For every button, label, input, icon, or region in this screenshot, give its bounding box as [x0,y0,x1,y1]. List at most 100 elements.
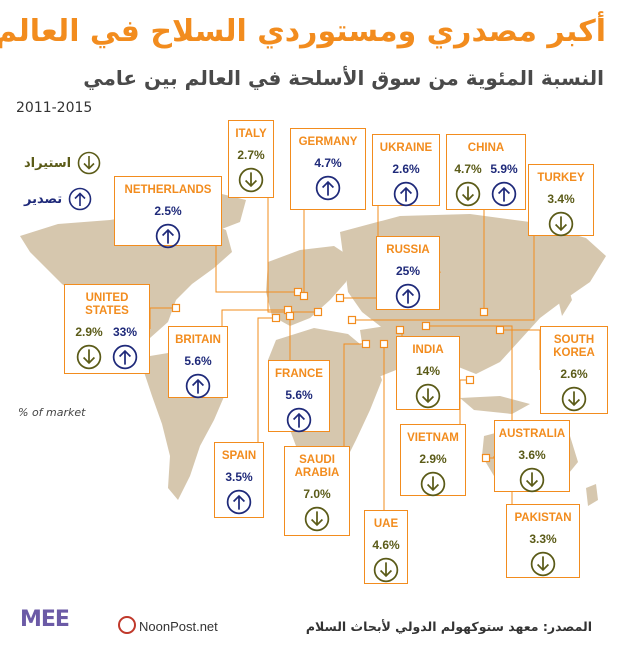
new-zealand-shape [586,484,598,506]
country-box-britain: BRITAIN 5.6% [168,326,228,399]
value-cell-export: 5.6% [281,388,317,433]
country-box-india: INDIA 14% [396,336,460,410]
value-label: 2.7% [237,148,265,162]
country-marker [335,293,345,303]
years-range: 2011-2015 [16,100,93,116]
export-arrow-icon [491,181,517,207]
value-cell-import: 14% [410,364,446,409]
value-cell-export: 3.5% [221,470,257,515]
value-label: 3.4% [547,192,575,206]
country-name: SPAIN [221,450,257,462]
country-name: VIETNAM [407,432,459,444]
import-arrow-icon [548,211,574,237]
value-label: 33% [112,325,138,339]
country-box-italy: ITALY 2.7% [228,120,274,198]
value-label: 4.7% [314,156,342,170]
value-label: 3.3% [529,532,557,546]
value-cell-import: 3.4% [543,192,579,237]
country-box-turkey: TURKEY 3.4% [528,164,594,237]
indonesia-shape [460,396,530,414]
country-name: UAE [373,518,399,530]
connector-line [267,198,318,313]
value-label: 2.9% [419,452,447,466]
mee-logo: MEE [20,607,70,632]
country-name: GERMANY [298,136,358,148]
value-label: 4.6% [372,538,400,552]
export-arrow-icon [112,344,138,370]
export-arrow-icon [393,181,419,207]
country-name: INDIA [412,344,444,356]
import-arrow-icon [77,151,101,175]
country-marker [347,315,357,325]
country-marker [271,313,281,323]
country-box-australia: AUSTRALIA 3.6% [494,420,570,493]
value-cell-import: 3.6% [514,448,550,493]
value-cell-import: 2.6% [556,367,592,412]
value-cell-export: 4.7% [310,156,346,201]
connector-line [149,307,176,329]
value-label: 7.0% [303,487,331,501]
export-arrow-icon [286,407,312,433]
import-arrow-icon [238,167,264,193]
site-name: NoonPost.net [139,619,218,634]
value-label: 4.7% [454,162,482,176]
import-arrow-icon [519,467,545,493]
export-arrow-icon [395,283,421,309]
value-label: 2.6% [560,367,588,381]
export-arrow-icon [155,223,181,249]
country-marker [479,307,489,317]
country-marker [171,303,181,313]
country-name: FRANCE [275,368,323,380]
value-label: 5.6% [285,388,313,402]
country-marker [481,453,491,463]
country-box-france: FRANCE 5.6% [268,360,330,433]
import-arrow-icon [304,506,330,532]
value-cell-import: 4.6% [368,538,404,583]
value-cell-export: 5.6% [180,354,216,399]
country-marker [379,339,389,349]
value-label: 5.6% [184,354,212,368]
country-name: UKRAINE [379,142,433,154]
source-text: المصدر: معهد ستوكهولم الدولي لأبحاث السل… [305,619,592,634]
value-cell-import: 2.9% [415,452,451,497]
value-label: 3.5% [225,470,253,484]
country-marker [421,321,431,331]
arabia-shape [360,326,404,378]
value-cell-import: 2.7% [233,148,269,193]
country-box-united-states: UNITED STATES 2.9% 33% [64,284,150,374]
page-subtitle: النسبة المئوية من سوق الأسلحة في العالم … [83,66,604,90]
connector-line [352,236,535,321]
export-arrow-icon [185,373,211,399]
value-label: 14% [415,364,441,378]
country-name: RUSSIA [386,244,430,256]
legend-import-label: استيراد [24,155,72,171]
country-box-spain: SPAIN 3.5% [214,442,264,518]
britain-shape [268,270,282,296]
country-marker [361,339,371,349]
country-name: BRITAIN [175,334,221,346]
connector-line [343,343,366,446]
import-arrow-icon [455,181,481,207]
country-name: SOUTH KOREA [553,334,595,359]
legend-import: استيراد [24,150,101,176]
value-cell-export: 2.5% [150,204,186,249]
import-arrow-icon [373,557,399,583]
country-name: NETHERLANDS [124,184,212,196]
country-name: PAKISTAN [514,512,572,524]
noonpost-icon [118,616,136,634]
value-label: 25% [395,264,421,278]
value-label: 2.9% [75,325,103,339]
export-arrow-icon [315,175,341,201]
country-marker [299,291,309,301]
import-arrow-icon [420,471,446,497]
value-cell-export: 2.6% [388,162,424,207]
import-arrow-icon [530,551,556,577]
country-name: UNITED STATES [85,292,129,317]
value-cell-import: 4.7% [450,162,486,207]
value-label: 2.5% [154,204,182,218]
country-name: TURKEY [537,172,585,184]
legend-export-label: تصدير [24,191,63,207]
value-cell-export: 5.9% [486,162,522,207]
country-box-saudi-arabia: SAUDI ARABIA 7.0% [284,446,350,536]
